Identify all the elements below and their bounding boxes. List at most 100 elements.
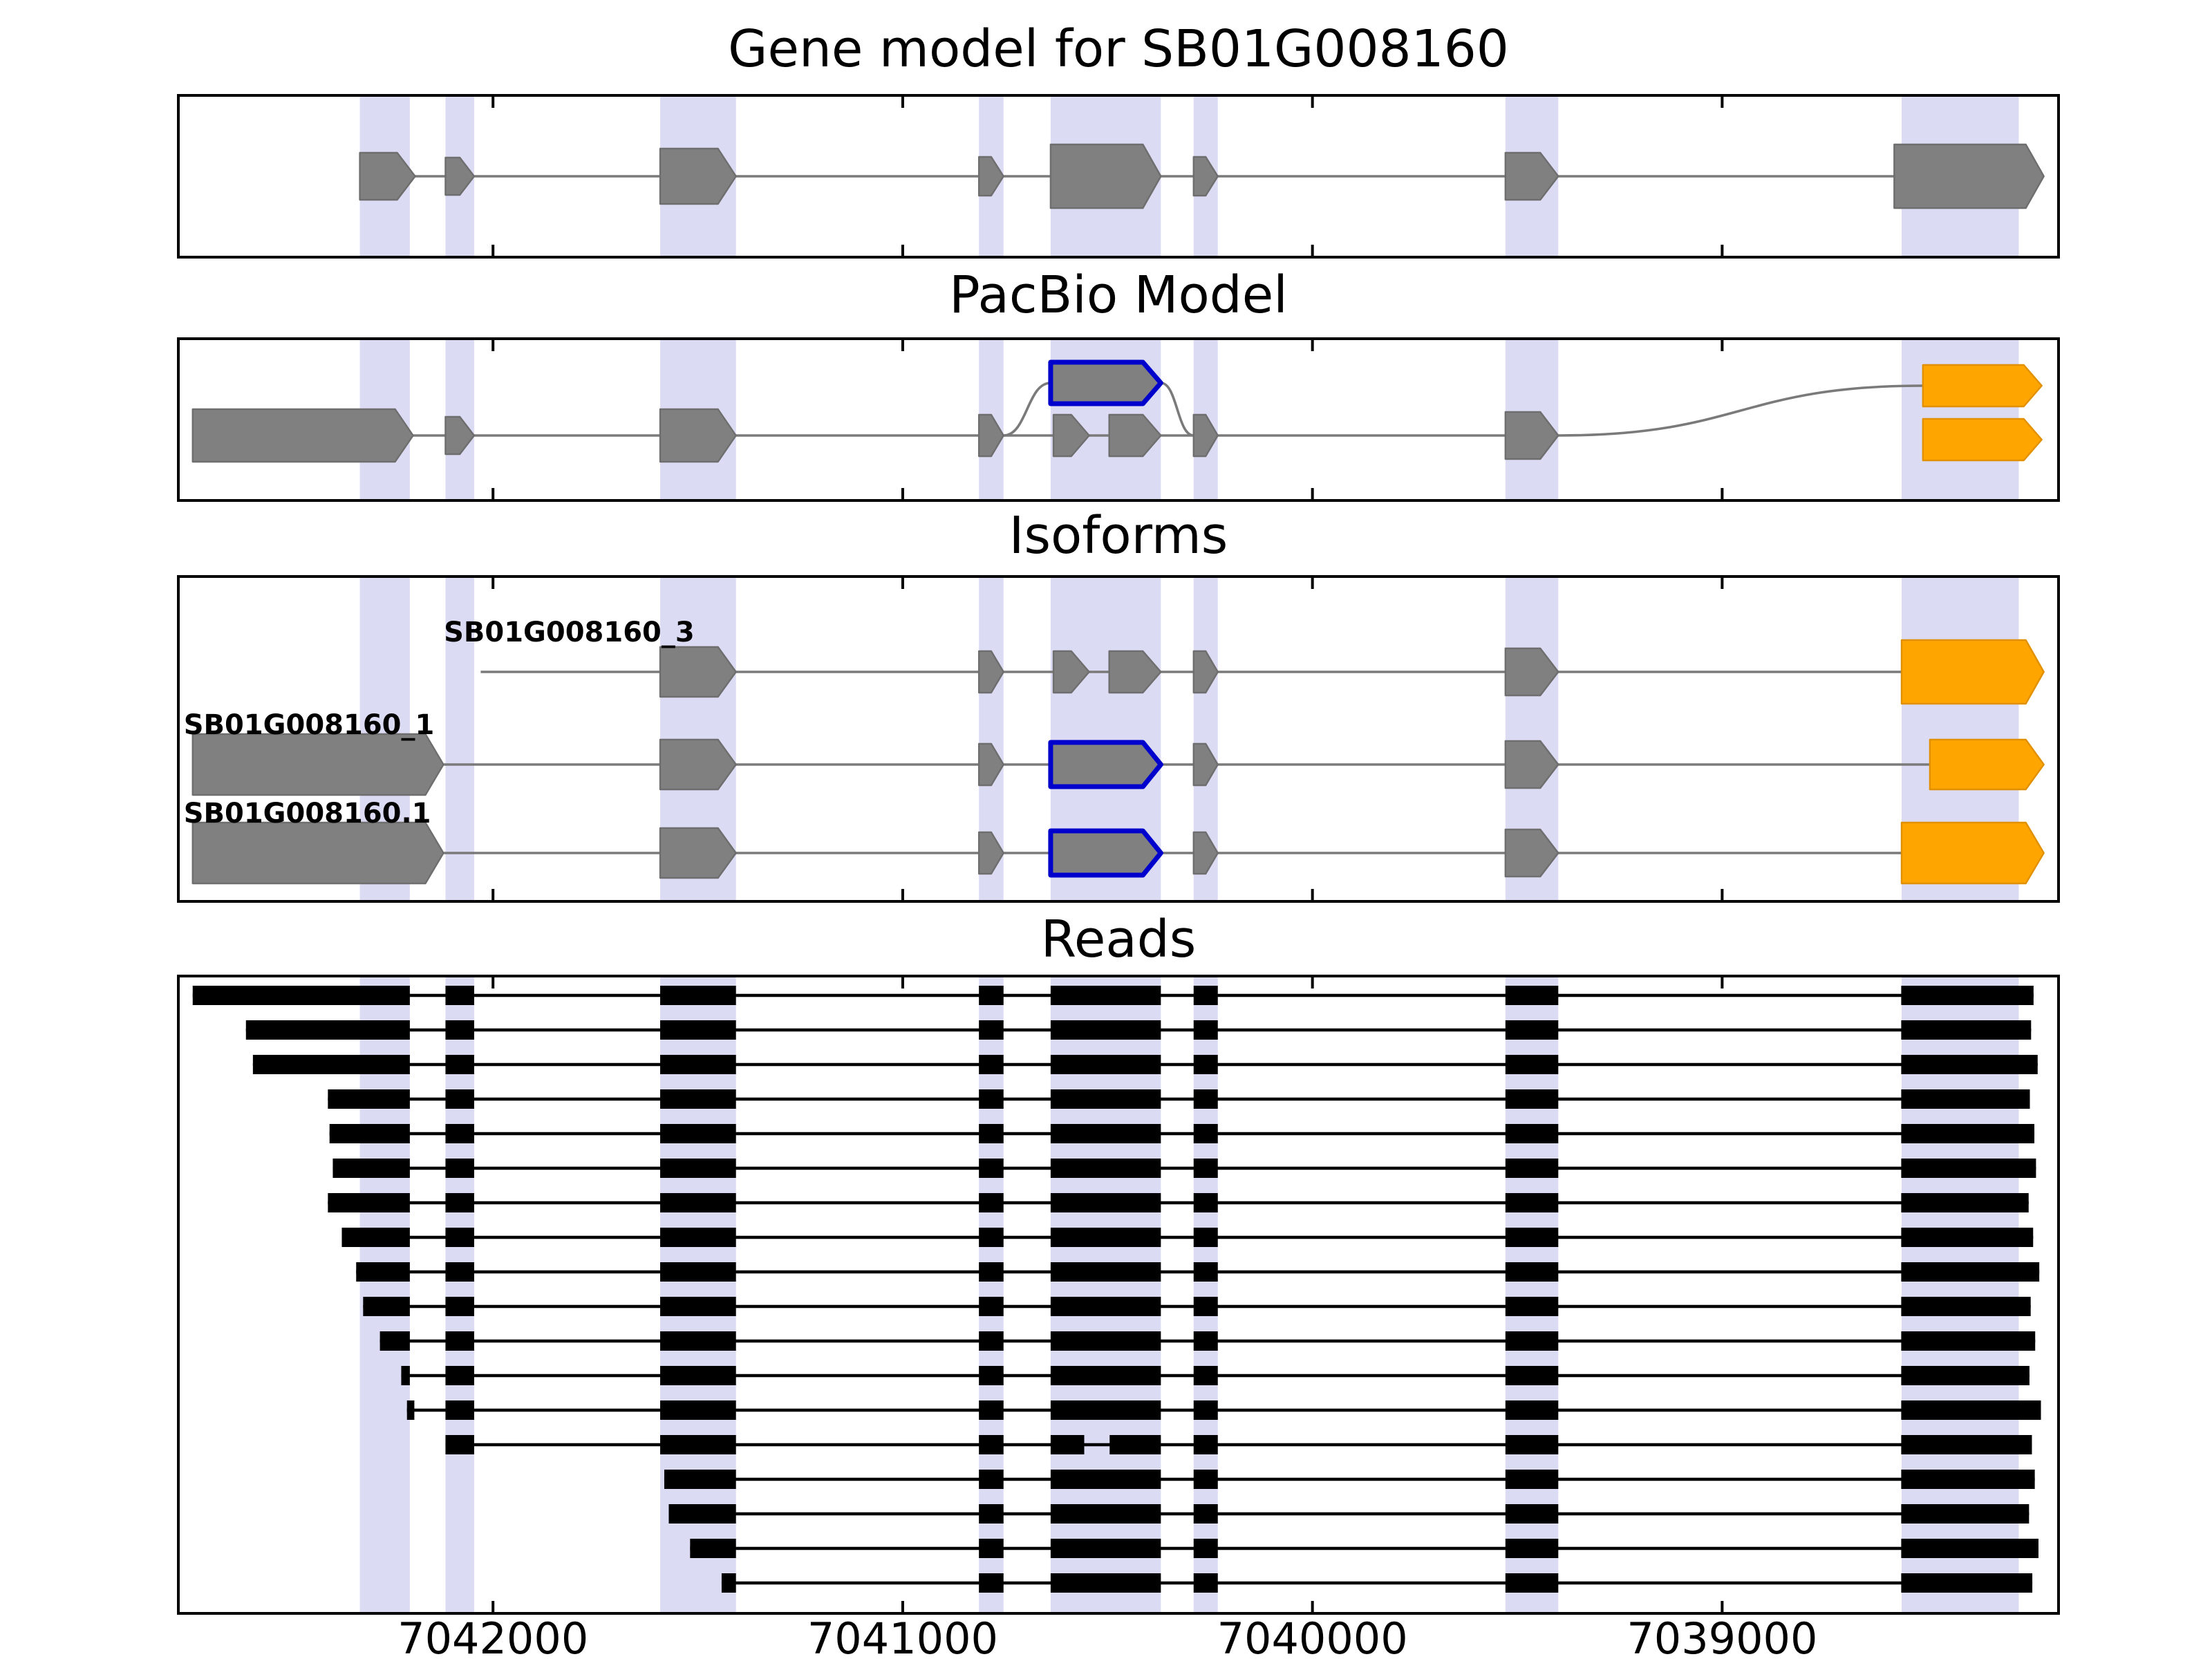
- read-row: [328, 1089, 2030, 1109]
- panel-title-reads: Reads: [1041, 910, 1197, 969]
- panel-border: [177, 575, 2060, 903]
- panel-border: [177, 975, 2060, 1615]
- track-SB01G008160_3: SB01G008160_3: [444, 617, 2045, 705]
- orange-exon: [1900, 821, 2045, 885]
- read-block: [1901, 1573, 2033, 1593]
- read-block: [660, 1400, 736, 1420]
- read-block: [979, 1366, 1004, 1385]
- read-block: [379, 1331, 410, 1351]
- read-block: [979, 1504, 1004, 1524]
- orange-exon: [1922, 364, 2043, 408]
- read-block: [660, 1089, 736, 1109]
- splice-curve: [1003, 382, 1051, 437]
- read-block: [660, 1193, 736, 1212]
- read-block: [979, 1055, 1004, 1074]
- read-block: [660, 1228, 736, 1247]
- read-block: [329, 1124, 410, 1143]
- gray-exon: [659, 646, 737, 698]
- splice-curve: [1160, 382, 1194, 437]
- read-block: [1193, 1331, 1218, 1351]
- gray-exon: [1108, 650, 1162, 694]
- read-block: [979, 1297, 1004, 1316]
- read-block: [1901, 1297, 2031, 1316]
- panel-title-isoforms: Isoforms: [1009, 506, 1228, 565]
- read-block: [1050, 1470, 1161, 1489]
- read-block: [1050, 1228, 1161, 1247]
- read-row: [379, 1331, 2036, 1351]
- read-block: [245, 1020, 410, 1040]
- read-block: [1050, 1366, 1161, 1385]
- orange-exon: [1929, 738, 2045, 791]
- read-block: [363, 1297, 410, 1316]
- orange-exon: [1900, 639, 2045, 705]
- track-SB01G008160: [359, 143, 2045, 209]
- gray-exon: [977, 742, 1004, 787]
- read-block: [1193, 1435, 1218, 1454]
- read-row: [690, 1539, 2038, 1558]
- gray-exon: [1192, 650, 1219, 694]
- gray-exon: [191, 733, 444, 796]
- read-block: [1193, 1193, 1218, 1212]
- axis-tick-label: 7042000: [397, 1613, 588, 1659]
- gray-exon: [1192, 831, 1219, 875]
- read-block: [332, 1159, 410, 1178]
- axis-tick-label: 7040000: [1217, 1613, 1408, 1659]
- highlight-band: [445, 577, 474, 901]
- read-block: [1505, 1262, 1559, 1282]
- read-block: [1505, 1539, 1559, 1558]
- gray-exon: [1049, 143, 1162, 209]
- read-row: [332, 1159, 2036, 1178]
- read-block: [1901, 1262, 2040, 1282]
- read-block: [979, 1020, 1004, 1040]
- read-block: [1193, 1470, 1218, 1489]
- read-block: [1193, 1089, 1218, 1109]
- read-block: [1505, 1331, 1559, 1351]
- read-block: [979, 1400, 1004, 1420]
- gray-exon: [1504, 647, 1559, 697]
- panel-gene-model: Gene model for SB01G008160: [177, 19, 2060, 259]
- panel-border: [177, 337, 2060, 502]
- read-block: [1505, 1159, 1559, 1178]
- gray-exon: [977, 831, 1004, 875]
- panel-title-pacbio: PacBio Model: [949, 265, 1288, 325]
- read-block: [979, 986, 1004, 1005]
- track-pacbio-model: [191, 359, 2043, 463]
- read-block: [1193, 986, 1218, 1005]
- read-block: [328, 1089, 410, 1109]
- read-block: [445, 1193, 474, 1212]
- read-block: [445, 1400, 474, 1420]
- read-block: [660, 986, 736, 1005]
- read-block: [1050, 1539, 1161, 1558]
- gray-exon: [659, 827, 737, 879]
- read-row: [356, 1262, 2040, 1282]
- read-block: [1505, 1435, 1559, 1454]
- gray-exon: [659, 738, 737, 791]
- gray-exon: [1192, 156, 1219, 197]
- read-block: [664, 1470, 736, 1489]
- read-block: [445, 1159, 474, 1178]
- read-block: [1193, 1228, 1218, 1247]
- panel-reads: Reads: [177, 910, 2060, 1615]
- read-row: [445, 1435, 2032, 1454]
- read-block: [1505, 1297, 1559, 1316]
- gray-exon: [191, 408, 414, 463]
- read-row: [341, 1228, 2034, 1247]
- read-block: [1050, 1193, 1161, 1212]
- read-block: [979, 1470, 1004, 1489]
- read-block: [445, 1366, 474, 1385]
- read-block: [660, 1366, 736, 1385]
- read-block: [406, 1400, 415, 1420]
- read-block: [445, 1089, 474, 1109]
- read-block: [341, 1228, 410, 1247]
- read-block: [1901, 1400, 2041, 1420]
- read-block: [979, 1262, 1004, 1282]
- read-block: [1050, 1089, 1161, 1109]
- panel-pacbio: PacBio Model: [177, 265, 2060, 502]
- read-block: [979, 1573, 1004, 1593]
- read-block: [1505, 986, 1559, 1005]
- read-block: [1193, 1297, 1218, 1316]
- read-block: [1050, 1573, 1161, 1593]
- read-row: [245, 1020, 2032, 1040]
- gray-exon: [977, 650, 1004, 694]
- gray-exon: [1192, 742, 1219, 787]
